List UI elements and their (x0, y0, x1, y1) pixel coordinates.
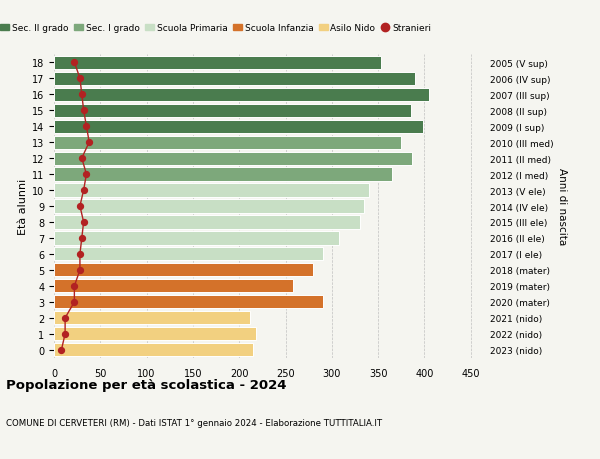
Bar (54, 136, 401, 149)
Point (82, 123, 91, 130)
Point (61, 314, 70, 322)
Point (75, 251, 85, 258)
Point (77, 235, 86, 242)
Bar (54, 248, 323, 261)
Point (61, 330, 70, 338)
Bar (54, 216, 359, 229)
Bar (54, 328, 256, 341)
Point (75, 267, 85, 274)
Bar (54, 89, 429, 101)
Point (56, 347, 66, 354)
Point (85, 139, 94, 146)
Bar (54, 200, 364, 213)
Point (70, 59, 79, 67)
Point (79, 187, 88, 194)
Bar (54, 56, 381, 70)
Point (70, 298, 79, 306)
Point (75, 203, 85, 210)
Point (82, 171, 91, 179)
Text: COMUNE DI CERVETERI (RM) - Dati ISTAT 1° gennaio 2024 - Elaborazione TUTTITALIA.: COMUNE DI CERVETERI (RM) - Dati ISTAT 1°… (6, 418, 382, 427)
Bar (54, 120, 422, 134)
Point (70, 283, 79, 290)
Point (77, 91, 86, 99)
Bar (54, 232, 339, 245)
Bar (54, 104, 410, 118)
Bar (54, 280, 293, 293)
Bar (54, 264, 313, 277)
Point (79, 107, 88, 115)
Legend: Sec. II grado, Sec. I grado, Scuola Primaria, Scuola Infanzia, Asilo Nido, Stran: Sec. II grado, Sec. I grado, Scuola Prim… (0, 20, 435, 36)
Bar (54, 184, 369, 197)
Bar (54, 312, 250, 325)
Bar (54, 168, 392, 181)
Bar (54, 343, 253, 357)
Text: Popolazione per età scolastica - 2024: Popolazione per età scolastica - 2024 (6, 379, 287, 392)
Point (75, 75, 85, 83)
Y-axis label: Età alunni: Età alunni (18, 179, 28, 235)
Point (77, 155, 86, 162)
Bar (54, 152, 412, 165)
Bar (54, 296, 323, 309)
Point (79, 219, 88, 226)
Bar (54, 73, 415, 85)
Y-axis label: Anni di nascita: Anni di nascita (557, 168, 567, 245)
